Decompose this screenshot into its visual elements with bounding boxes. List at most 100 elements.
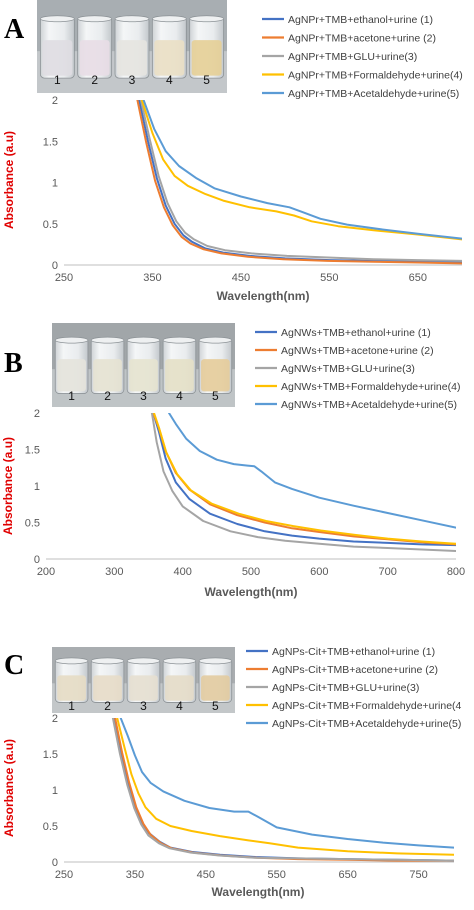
legend-label: AgNWs+TMB+ethanol+urine (1) [281, 327, 431, 339]
legend-label: AgNWs+TMB+acetone+urine (2) [281, 345, 434, 357]
vial-number: 5 [212, 699, 219, 713]
series-line [142, 100, 462, 240]
vial: 1 [39, 15, 75, 87]
x-tick-label: 350 [143, 272, 161, 284]
legend-label: AgNWs+TMB+GLU+urine(3) [281, 363, 415, 375]
x-tick-label: 650 [338, 869, 356, 881]
x-axis-title-a: Wavelength(nm) [217, 289, 310, 303]
legend-item: AgNWs+TMB+Acetaldehyde+urine(5) [255, 399, 457, 411]
legend-label: AgNPr+TMB+Formaldehyde+urine(4) [288, 69, 463, 81]
vial: 2 [77, 15, 113, 87]
y-tick-label: 0.5 [25, 518, 40, 530]
plot-a: 0 0.5 1 1.5 2 250 350 450 550 650 [43, 95, 462, 284]
legend-b: AgNWs+TMB+ethanol+urine (1) AgNWs+TMB+ace… [255, 327, 460, 411]
series-line [112, 718, 454, 862]
series-line [139, 100, 462, 262]
vial-number: 5 [212, 389, 219, 403]
vial-number: 2 [104, 389, 111, 403]
x-axis-title-c: Wavelength(nm) [212, 885, 305, 899]
vial-number: 3 [129, 73, 136, 87]
legend-item: AgNPs-Cit+TMB+Acetaldehyde+urine(5) [246, 718, 461, 730]
series-line [153, 413, 456, 545]
vial: 5 [198, 336, 233, 403]
plot-c: 0 0.5 1 1.5 2 250 350 450 550 650 750 [43, 713, 454, 881]
x-tick-label: 450 [197, 869, 215, 881]
legend-label: AgNPs-Cit+TMB+ethanol+urine (1) [272, 646, 435, 658]
series-line [116, 718, 454, 856]
legend-label: AgNWs+TMB+Formaldehyde+urine(4) [281, 381, 460, 393]
panel-label-b: B [4, 348, 23, 379]
vial: 2 [90, 336, 125, 403]
series-line [138, 100, 462, 264]
legend-label: AgNPr+TMB+Acetaldehyde+urine(5) [288, 88, 459, 100]
series-line [140, 100, 462, 241]
vial: 1 [54, 336, 89, 403]
y-tick-label: 1 [52, 785, 58, 797]
vial-number: 4 [176, 389, 183, 403]
panel-label-a: A [4, 14, 25, 45]
y-tick-label: 2 [52, 713, 58, 725]
plot-b: 0 0.5 1 1.5 2 200 300 400 500 600 700 800 [25, 408, 465, 578]
x-tick-label: 350 [126, 869, 144, 881]
legend-item: AgNWs+TMB+ethanol+urine (1) [255, 327, 431, 339]
legend-label: AgNPs-Cit+TMB+Formaldehyde+urine(4 [272, 700, 462, 712]
y-tick-label: 1.5 [43, 136, 58, 148]
series-lines [136, 100, 462, 265]
y-axis-title-a: Absorbance (a.u) [2, 131, 16, 229]
y-tick-label: 0.5 [43, 219, 58, 231]
legend-item: AgNPs-Cit+TMB+acetone+urine (2) [246, 664, 438, 676]
legend-item: AgNPr+TMB+Formaldehyde+urine(4) [262, 69, 463, 81]
legend-label: AgNPs-Cit+TMB+acetone+urine (2) [272, 664, 438, 676]
legend-item: AgNWs+TMB+acetone+urine (2) [255, 345, 434, 357]
vial: 3 [126, 657, 161, 713]
x-tick-label: 650 [409, 272, 427, 284]
vial: 3 [114, 15, 150, 87]
series-line [152, 413, 456, 547]
vial-photo-b: 1 2 3 4 5 [52, 323, 235, 407]
vial: 5 [198, 657, 233, 713]
vial-number: 4 [166, 73, 173, 87]
legend-a: AgNPr+TMB+ethanol+urine (1) AgNPr+TMB+ace… [262, 14, 463, 100]
vial-number: 3 [140, 699, 147, 713]
x-tick-label: 750 [409, 869, 427, 881]
x-tick-label: 400 [173, 566, 191, 578]
y-tick-label: 0.5 [43, 821, 58, 833]
series-lines [111, 718, 454, 862]
legend-item: AgNPr+TMB+GLU+urine(3) [262, 51, 417, 63]
vial-number: 4 [176, 699, 183, 713]
y-tick-label: 0 [34, 554, 40, 566]
x-tick-label: 700 [378, 566, 396, 578]
y-tick-label: 1 [34, 481, 40, 493]
series-line [150, 413, 456, 552]
legend-label: AgNPs-Cit+TMB+Acetaldehyde+urine(5) [272, 718, 461, 730]
legend-item: AgNWs+TMB+GLU+urine(3) [255, 363, 415, 375]
x-tick-label: 200 [37, 566, 55, 578]
vial-number: 3 [140, 389, 147, 403]
series-line [136, 100, 462, 265]
legend-item: AgNPs-Cit+TMB+Formaldehyde+urine(4 [246, 700, 462, 712]
vial: 3 [126, 336, 161, 403]
vial-number: 2 [91, 73, 98, 87]
legend-item: AgNPr+TMB+ethanol+urine (1) [262, 14, 433, 26]
series-line [114, 718, 454, 862]
x-tick-label: 450 [232, 272, 250, 284]
vial: 4 [162, 336, 197, 403]
legend-c: AgNPs-Cit+TMB+ethanol+urine (1) AgNPs-Cit… [246, 646, 462, 730]
y-axis-title-c: Absorbance (a.u) [2, 739, 16, 837]
legend-label: AgNWs+TMB+Acetaldehyde+urine(5) [281, 399, 457, 411]
vial: 2 [90, 657, 125, 713]
legend-item: AgNPs-Cit+TMB+GLU+urine(3) [246, 682, 419, 694]
vial: 1 [54, 657, 89, 713]
series-line [119, 718, 454, 849]
y-tick-label: 2 [34, 408, 40, 420]
vial-number: 1 [68, 389, 75, 403]
vial-number: 5 [203, 73, 210, 87]
x-tick-label: 600 [310, 566, 328, 578]
legend-label: AgNPr+TMB+ethanol+urine (1) [288, 14, 433, 26]
legend-label: AgNPr+TMB+GLU+urine(3) [288, 51, 417, 63]
x-tick-label: 800 [447, 566, 465, 578]
panel-label-c: C [4, 650, 24, 681]
